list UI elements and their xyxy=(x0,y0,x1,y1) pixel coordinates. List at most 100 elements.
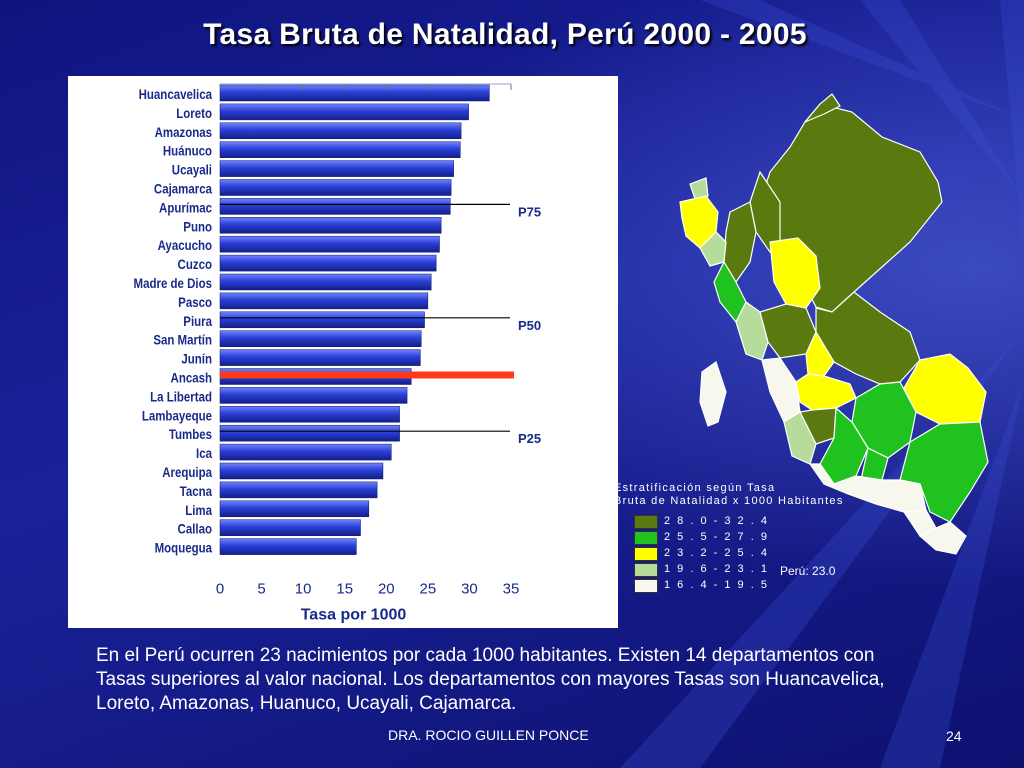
peru-national-value: Perú: 23.0 xyxy=(780,564,836,578)
bar-17 xyxy=(219,406,400,423)
bar-2 xyxy=(219,122,462,140)
legend-item-3: 1 9 . 6 - 2 3 . 1 xyxy=(614,562,814,578)
category-label-23: Callao xyxy=(178,521,213,537)
x-tick-label-5: 25 xyxy=(420,581,437,598)
footer-author: DRA. ROCIO GUILLEN PONCE xyxy=(388,727,589,743)
category-label-19: Ica xyxy=(196,445,213,461)
category-label-11: Pasco xyxy=(178,294,212,310)
map-region-tacna xyxy=(918,521,967,555)
map-legend: Estratificación según Tasa Bruta de Nata… xyxy=(614,482,844,594)
x-tick-label-1: 5 xyxy=(257,581,265,598)
category-label-13: San Martín xyxy=(153,332,212,348)
peru-map-svg xyxy=(679,93,989,555)
category-label-21: Tacna xyxy=(180,483,213,499)
bar-20 xyxy=(219,462,384,480)
x-tick-label-3: 15 xyxy=(336,581,353,598)
bar-11 xyxy=(219,292,429,310)
legend-label: 1 6 . 4 - 1 9 . 5 xyxy=(664,579,769,591)
bar-10 xyxy=(219,273,432,291)
peru-map xyxy=(620,92,1020,562)
bar-16 xyxy=(219,387,408,404)
map-region-pasco xyxy=(805,330,835,377)
x-tick-label-7: 35 xyxy=(503,581,520,598)
map-region-ica xyxy=(783,411,817,465)
category-label-5: Cajamarca xyxy=(154,180,213,196)
category-label-15: Ancash xyxy=(171,369,213,385)
bar-1 xyxy=(219,103,469,121)
bar-13 xyxy=(219,330,422,347)
x-tick-label-0: 0 xyxy=(216,581,224,598)
category-label-7: Puno xyxy=(183,218,212,234)
category-label-2: Amazonas xyxy=(155,124,212,140)
category-label-4: Ucayali xyxy=(172,161,212,177)
bar-14 xyxy=(219,349,421,366)
national-highlight-line xyxy=(220,371,514,379)
category-label-6: Apurímac xyxy=(159,199,212,215)
percentile-label-p50: P50 xyxy=(518,318,541,333)
bar-21 xyxy=(219,481,378,499)
x-tick-label-6: 30 xyxy=(461,581,478,598)
category-label-9: Cuzco xyxy=(178,256,213,272)
bar-9 xyxy=(219,254,437,272)
bar-5 xyxy=(219,179,452,196)
category-label-18: Tumbes xyxy=(169,426,212,442)
category-label-12: Piura xyxy=(183,313,212,329)
x-tick-label-2: 10 xyxy=(295,581,312,598)
bar-chart: Huancavelica Loreto Amazonas Huánuco Ucayali… xyxy=(134,83,541,624)
legend-swatch xyxy=(634,579,658,593)
category-label-3: Huánuco xyxy=(163,143,212,159)
page-number: 24 xyxy=(946,728,962,744)
bar-12 xyxy=(219,311,425,329)
legend-item-2: 2 3 . 2 - 2 5 . 4 xyxy=(614,546,814,562)
bar-6 xyxy=(219,198,451,215)
map-region-callao xyxy=(699,361,727,427)
category-label-8: Ayacucho xyxy=(158,237,213,253)
legend-label: 1 9 . 6 - 2 3 . 1 xyxy=(664,563,769,575)
legend-items: 2 8 . 0 - 3 2 . 4 2 5 . 5 - 2 7 . 9 2 3 . … xyxy=(614,514,814,594)
legend-swatch xyxy=(634,515,658,529)
bar-18 xyxy=(219,424,400,442)
category-label-20: Arequipa xyxy=(162,464,213,480)
legend-title-line2: Bruta de Natalidad x 1000 Habitantes xyxy=(614,495,844,507)
category-label-24: Moquegua xyxy=(155,539,213,555)
slide-title: Tasa Bruta de Natalidad, Perú 2000 - 200… xyxy=(203,18,807,51)
legend-label: 2 8 . 0 - 3 2 . 4 xyxy=(664,515,769,527)
category-label-16: La Libertad xyxy=(150,388,212,404)
chart-panel: Huancavelica Loreto Amazonas Huánuco Ucayali… xyxy=(68,76,618,628)
map-region-lambayeque xyxy=(699,231,727,267)
bar-3 xyxy=(219,141,461,158)
legend-swatch xyxy=(634,531,658,545)
legend-label: 2 3 . 2 - 2 5 . 4 xyxy=(664,547,769,559)
bar-8 xyxy=(219,235,440,253)
bar-22 xyxy=(219,500,370,518)
bar-4 xyxy=(219,160,454,177)
category-label-1: Loreto xyxy=(176,105,212,121)
legend-item-1: 2 5 . 5 - 2 7 . 9 xyxy=(614,530,814,546)
bar-19 xyxy=(219,443,392,461)
legend-swatch xyxy=(634,547,658,561)
bar-24 xyxy=(219,538,357,555)
bar-7 xyxy=(219,217,442,234)
category-label-10: Madre de Dios xyxy=(134,275,212,291)
category-label-14: Junín xyxy=(181,350,212,366)
category-label-0: Huancavelica xyxy=(139,86,213,102)
percentile-label-p75: P75 xyxy=(518,204,541,219)
map-region-lima xyxy=(761,357,801,423)
map-region-cajamarca xyxy=(723,201,757,284)
map-region-sanmartin xyxy=(769,237,821,309)
bar-0 xyxy=(219,84,490,102)
legend-label: 2 5 . 5 - 2 7 . 9 xyxy=(664,531,769,543)
percentile-label-p25: P25 xyxy=(518,431,541,446)
bar-23 xyxy=(219,519,361,536)
legend-item-4: 1 6 . 4 - 1 9 . 5 xyxy=(614,578,814,594)
category-label-17: Lambayeque xyxy=(142,407,212,423)
x-tick-label-4: 20 xyxy=(378,581,395,598)
slide-body-text: En el Perú ocurren 23 nacimientos por ca… xyxy=(96,645,885,714)
map-region-arequipa xyxy=(808,463,927,513)
x-axis-title: Tasa por 1000 xyxy=(301,607,407,624)
category-label-22: Lima xyxy=(185,502,213,518)
legend-title-line1: Estratificación según Tasa xyxy=(614,482,776,494)
legend-swatch xyxy=(634,563,658,577)
legend-item-0: 2 8 . 0 - 3 2 . 4 xyxy=(614,514,814,530)
map-region-loreto-north xyxy=(804,93,841,123)
